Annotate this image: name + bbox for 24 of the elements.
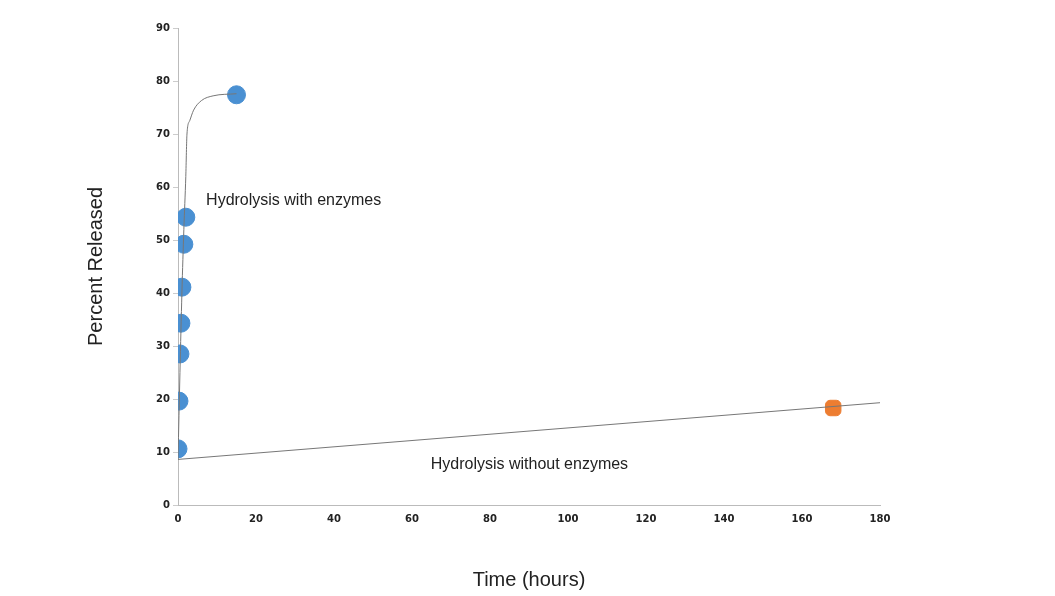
annotation: Hydrolysis without enzymes [430, 455, 629, 473]
y-axis-title: Percent Released [83, 187, 106, 346]
x-tick-label: 40 [327, 512, 341, 524]
y-tick-label: 90 [156, 21, 171, 33]
y-tick-label: 20 [156, 392, 171, 404]
annotation: Hydrolysis with enzymes [206, 191, 382, 209]
x-tick-label: 0 [174, 512, 182, 524]
x-tick-label: 80 [483, 512, 497, 524]
x-axis-title: Time (hours) [472, 567, 586, 590]
y-tick-label: 40 [156, 286, 171, 298]
x-tick-label: 20 [249, 512, 263, 524]
y-tick-label: 0 [163, 498, 171, 510]
x-tick-label: 60 [405, 512, 419, 524]
y-tick-label: 70 [156, 127, 171, 139]
x-tick-label: 100 [557, 512, 579, 524]
x-tick-label: 160 [791, 512, 813, 524]
y-tick-label: 60 [156, 180, 171, 192]
y-tick-label: 10 [156, 445, 171, 457]
x-tick-label: 140 [713, 512, 735, 524]
x-tick-label: 180 [869, 512, 891, 524]
y-tick-label: 30 [156, 339, 171, 351]
y-tick-label: 50 [156, 233, 171, 245]
y-tick-label: 80 [156, 74, 171, 86]
x-tick-label: 120 [635, 512, 657, 524]
